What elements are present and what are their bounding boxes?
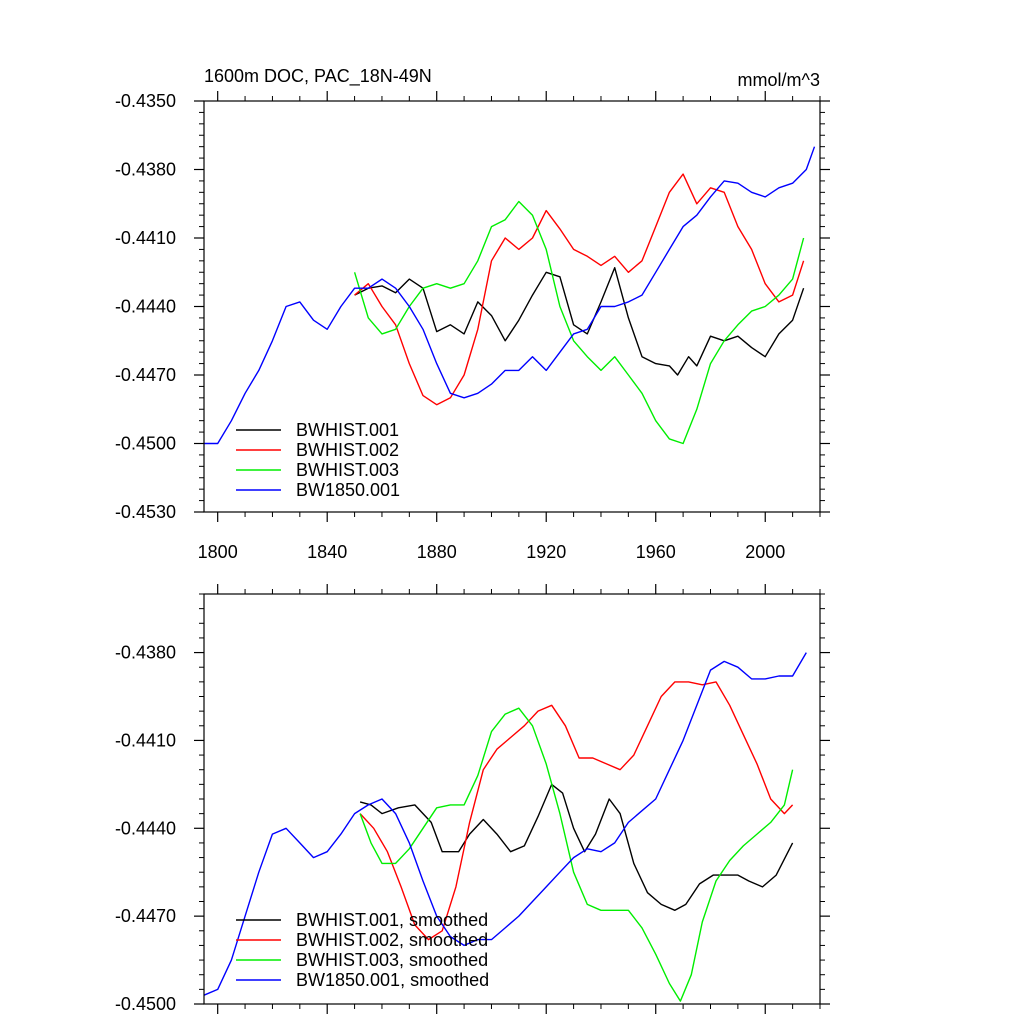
plot-area-bottom (203, 652, 807, 1002)
y-tick-label: -0.4530 (115, 502, 176, 522)
series-line-bw1850-001-smoothed (203, 652, 807, 996)
axes-top: 1800 1840 1880 1920 1960 2000 -0.4530 -0.4500 -0… (115, 91, 830, 562)
x-tick-label: 1920 (526, 542, 566, 562)
y-tick-label: -0.4470 (115, 906, 176, 926)
series-line-bwhist-002-smoothed (359, 681, 794, 941)
y-tick-label: -0.4410 (115, 228, 176, 248)
series-line-bwhist-002 (354, 173, 805, 406)
legend-label: BW1850.001 (296, 480, 400, 500)
chart-title-left: 1600m DOC, PAC_18N-49N (204, 66, 432, 87)
legend-label: BWHIST.002, smoothed (296, 930, 488, 950)
y-tick-label: -0.4410 (115, 730, 176, 750)
series-line-bwhist-003 (353, 200, 805, 445)
series-line-bwhist-001-smoothed (359, 783, 794, 911)
axes-bottom: -0.4500 -0.4470 -0.4440 -0.4410 -0.4380 (115, 584, 830, 1014)
legend-label: BWHIST.003 (296, 460, 399, 480)
legend-label: BWHIST.001 (296, 420, 399, 440)
x-tick-label: 1960 (636, 542, 676, 562)
y-tick-label: -0.4350 (115, 91, 176, 111)
chart-title-right: mmol/m^3 (738, 70, 820, 90)
x-tick-label: 1800 (198, 542, 238, 562)
x-tick-label: 2000 (745, 542, 785, 562)
legend-label: BWHIST.003, smoothed (296, 950, 488, 970)
x-tick-label: 1840 (307, 542, 347, 562)
x-tick-label: 1880 (417, 542, 457, 562)
y-tick-label: -0.4380 (115, 643, 176, 663)
y-tick-label: -0.4500 (115, 994, 176, 1014)
y-tick-label: -0.4500 (115, 434, 176, 454)
y-tick-label: -0.4470 (115, 365, 176, 385)
chart-panel-bottom: -0.4500 -0.4470 -0.4440 -0.4410 -0.4380 BWHI… (115, 584, 830, 1014)
legend-label: BW1850.001, smoothed (296, 970, 489, 990)
series-line-bwhist-001 (354, 267, 805, 376)
legend-label: BWHIST.001, smoothed (296, 910, 488, 930)
legend-label: BWHIST.002 (296, 440, 399, 460)
y-tick-label: -0.4380 (115, 160, 176, 180)
y-tick-label: -0.4440 (115, 297, 176, 317)
series-line-bwhist-003-smoothed (359, 707, 794, 1002)
plot-area-top (204, 146, 816, 445)
chart-panel-top: 1600m DOC, PAC_18N-49N mmol/m^3 1800 1840… (115, 66, 830, 562)
series-line-bw1850-001 (204, 146, 816, 445)
y-tick-label: -0.4440 (115, 818, 176, 838)
